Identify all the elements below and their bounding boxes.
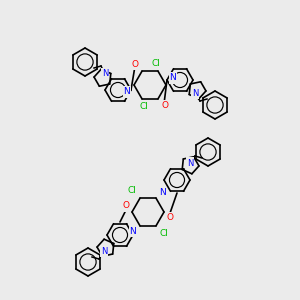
Text: N: N (101, 247, 107, 256)
Text: Cl: Cl (128, 186, 136, 195)
Text: O: O (122, 202, 130, 211)
Text: N: N (130, 227, 136, 236)
Text: N: N (169, 74, 176, 82)
Text: Cl: Cl (140, 102, 148, 111)
Text: O: O (167, 214, 173, 223)
Text: Cl: Cl (160, 230, 168, 238)
Text: Cl: Cl (152, 58, 160, 68)
Text: N: N (160, 188, 167, 196)
Text: O: O (161, 101, 169, 110)
Text: N: N (124, 88, 130, 97)
Text: N: N (187, 158, 193, 167)
Text: O: O (131, 60, 139, 69)
Text: N: N (102, 70, 108, 79)
Text: N: N (192, 88, 198, 98)
